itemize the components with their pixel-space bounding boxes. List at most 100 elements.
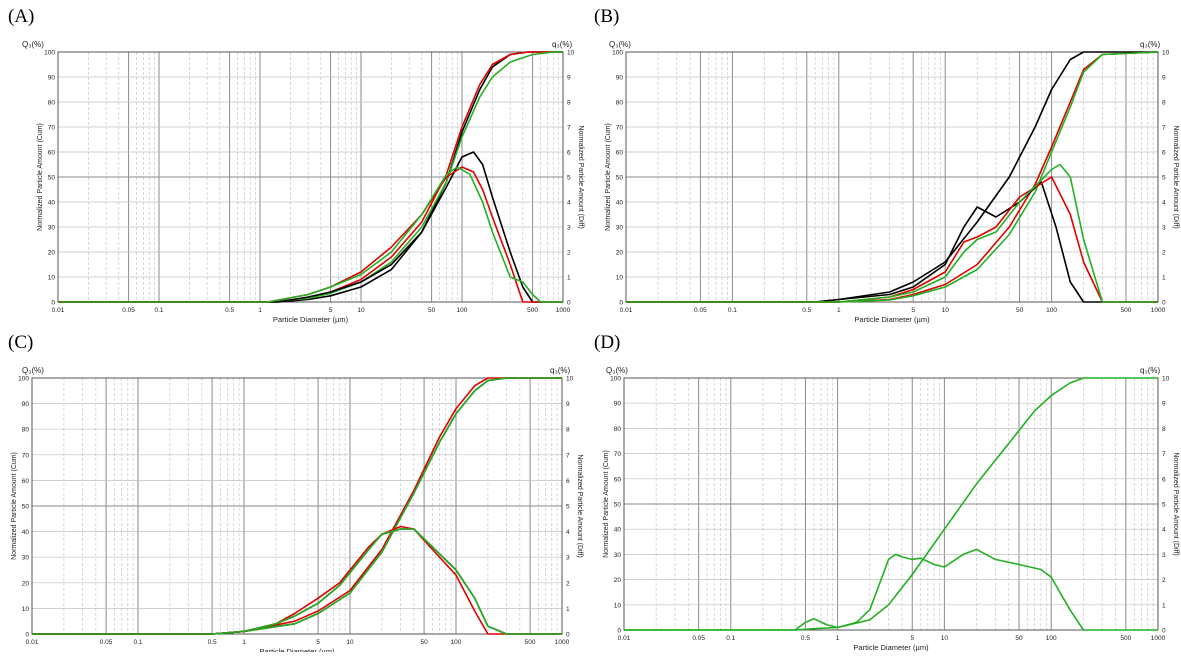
x-tick-label: 0.05 [692, 635, 705, 642]
x-tick-label: 50 [420, 639, 428, 646]
y-tick-label: 20 [22, 580, 30, 587]
y-tick-labels: 0 10 20 30 40 50 60 70 80 90 100 [610, 376, 621, 635]
y-right-tick-label: 5 [1162, 175, 1166, 182]
y-right-tick-labels: 0 1 2 3 4 5 6 7 8 9 10 [566, 376, 574, 639]
x-tick-label: 0.1 [133, 639, 142, 646]
x-tick-label: 1 [837, 307, 841, 314]
y-tick-label: 70 [48, 125, 56, 132]
panel-d: (D) Q₃(%) q₃(%) 0.01 0.05 0.1 0.5 1 5 10 50 100 5… [592, 326, 1181, 652]
y-tick-label: 20 [48, 250, 56, 257]
y-right-tick-label: 4 [1162, 527, 1166, 534]
y-right-tick-labels: 0 1 2 3 4 5 6 7 8 9 10 [567, 50, 575, 307]
y-axis-label: Normalized Particle Amount (Cum) [605, 123, 612, 231]
x-tick-label: 500 [527, 307, 538, 314]
series-line [32, 528, 562, 635]
series-line [58, 166, 563, 303]
y-right-tick-label: 9 [566, 401, 570, 408]
series-line [58, 166, 563, 303]
series-line [32, 525, 562, 635]
x-tick-label: 5 [316, 639, 320, 646]
y-axis-label: Normalized Particle Amount (Cum) [603, 450, 610, 558]
x-tick-label: 1 [258, 307, 262, 314]
y-right-tick-label: 0 [566, 632, 570, 639]
y-tick-label: 50 [48, 175, 56, 182]
y-tick-label: 50 [22, 504, 30, 511]
x-tick-label: 0.01 [620, 307, 633, 314]
x-tick-labels: 0.01 0.05 0.1 0.5 1 5 10 50 100 500 1000 [26, 639, 570, 646]
y-axis-label: Normalized Particle Amount (Cum) [11, 452, 18, 560]
y-tick-label: 90 [48, 75, 56, 82]
y-tick-label: 10 [616, 275, 624, 282]
y-right-tick-label: 3 [567, 225, 571, 232]
y-right-tick-label: 4 [566, 529, 570, 536]
series-line [626, 181, 1158, 303]
x-tick-label: 100 [1046, 307, 1057, 314]
x-tick-label: 0.01 [618, 635, 631, 642]
y-right-tick-label: 5 [567, 175, 571, 182]
y-right-tick-label: 8 [1162, 100, 1166, 107]
x-tick-label: 1000 [555, 639, 570, 646]
y-tick-label: 60 [48, 150, 56, 157]
y-tick-label: 10 [48, 275, 56, 282]
y-right-tick-label: 10 [1162, 50, 1170, 57]
y-tick-label: 80 [614, 426, 622, 433]
series-group [32, 377, 562, 635]
x-tick-label: 500 [1120, 635, 1131, 642]
y-right-tick-label: 2 [1162, 250, 1166, 257]
grid [623, 377, 1158, 631]
y-right-tick-label: 6 [1162, 150, 1166, 157]
y-tick-label: 40 [48, 200, 56, 207]
x-tick-label: 0.1 [154, 307, 163, 314]
y-tick-label: 80 [48, 100, 56, 107]
y-right-axis-label: Normalized Particle Amount (Diff) [576, 454, 583, 557]
y-tick-label: 90 [614, 401, 622, 408]
y-right-tick-label: 7 [1162, 451, 1166, 458]
y-tick-label: 0 [51, 300, 55, 307]
y-right-tick-label: 7 [567, 125, 571, 132]
y-right-tick-label: 9 [567, 75, 571, 82]
x-tick-label: 0.05 [694, 307, 707, 314]
x-tick-label: 100 [1046, 635, 1057, 642]
grid [57, 51, 563, 303]
x-tick-label: 500 [525, 639, 536, 646]
y-right-tick-label: 1 [567, 275, 571, 282]
right-axis-title: q₃(%) [552, 40, 573, 49]
y-right-axis-label: Normalized Particle Amount (Diff) [1172, 452, 1179, 555]
y-right-tick-label: 10 [1162, 376, 1170, 383]
y-tick-label: 30 [614, 552, 622, 559]
x-tick-label: 50 [1016, 307, 1024, 314]
x-tick-label: 10 [941, 635, 949, 642]
series-line [32, 528, 562, 635]
y-tick-label: 100 [18, 376, 29, 383]
chart-svg: 0.01 0.05 0.1 0.5 1 5 10 50 100 500 10000102030405… [603, 376, 1179, 653]
x-axis-label: Particle Diameter (µm) [854, 315, 930, 324]
x-tick-label: 0.01 [52, 307, 65, 314]
y-right-tick-label: 8 [1162, 426, 1166, 433]
x-tick-label: 0.1 [728, 307, 737, 314]
x-tick-label: 50 [1015, 635, 1023, 642]
panel-b: (B) Q₃(%) q₃(%) 0.01 0.05 0.1 0.5 1 5 10 50 100 5… [592, 0, 1181, 326]
y-tick-label: 100 [612, 50, 623, 57]
x-tick-label: 0.5 [802, 307, 811, 314]
y-right-tick-label: 10 [566, 376, 574, 383]
y-tick-label: 0 [617, 628, 621, 635]
y-right-axis-label: Normalized Particle Amount (Diff) [577, 125, 584, 228]
y-right-tick-label: 2 [1162, 577, 1166, 584]
y-tick-labels: 0 10 20 30 40 50 60 70 80 90 100 [44, 50, 55, 307]
series-line [624, 548, 1158, 631]
y-right-tick-label: 3 [1162, 225, 1166, 232]
y-tick-label: 20 [616, 250, 624, 257]
x-tick-label: 10 [942, 307, 950, 314]
x-tick-label: 0.1 [726, 635, 735, 642]
y-right-tick-label: 7 [566, 452, 570, 459]
x-tick-label: 1000 [1151, 635, 1166, 642]
panel-label: (B) [594, 6, 620, 27]
plot-frame [625, 51, 1159, 303]
y-right-tick-label: 2 [566, 580, 570, 587]
right-axis-title: q₃(%) [1140, 366, 1161, 375]
y-right-tick-label: 5 [1162, 502, 1166, 509]
y-right-tick-label: 2 [567, 250, 571, 257]
y-tick-label: 40 [614, 527, 622, 534]
left-axis-title: Q₃(%) [22, 366, 44, 375]
y-tick-label: 100 [610, 376, 621, 383]
